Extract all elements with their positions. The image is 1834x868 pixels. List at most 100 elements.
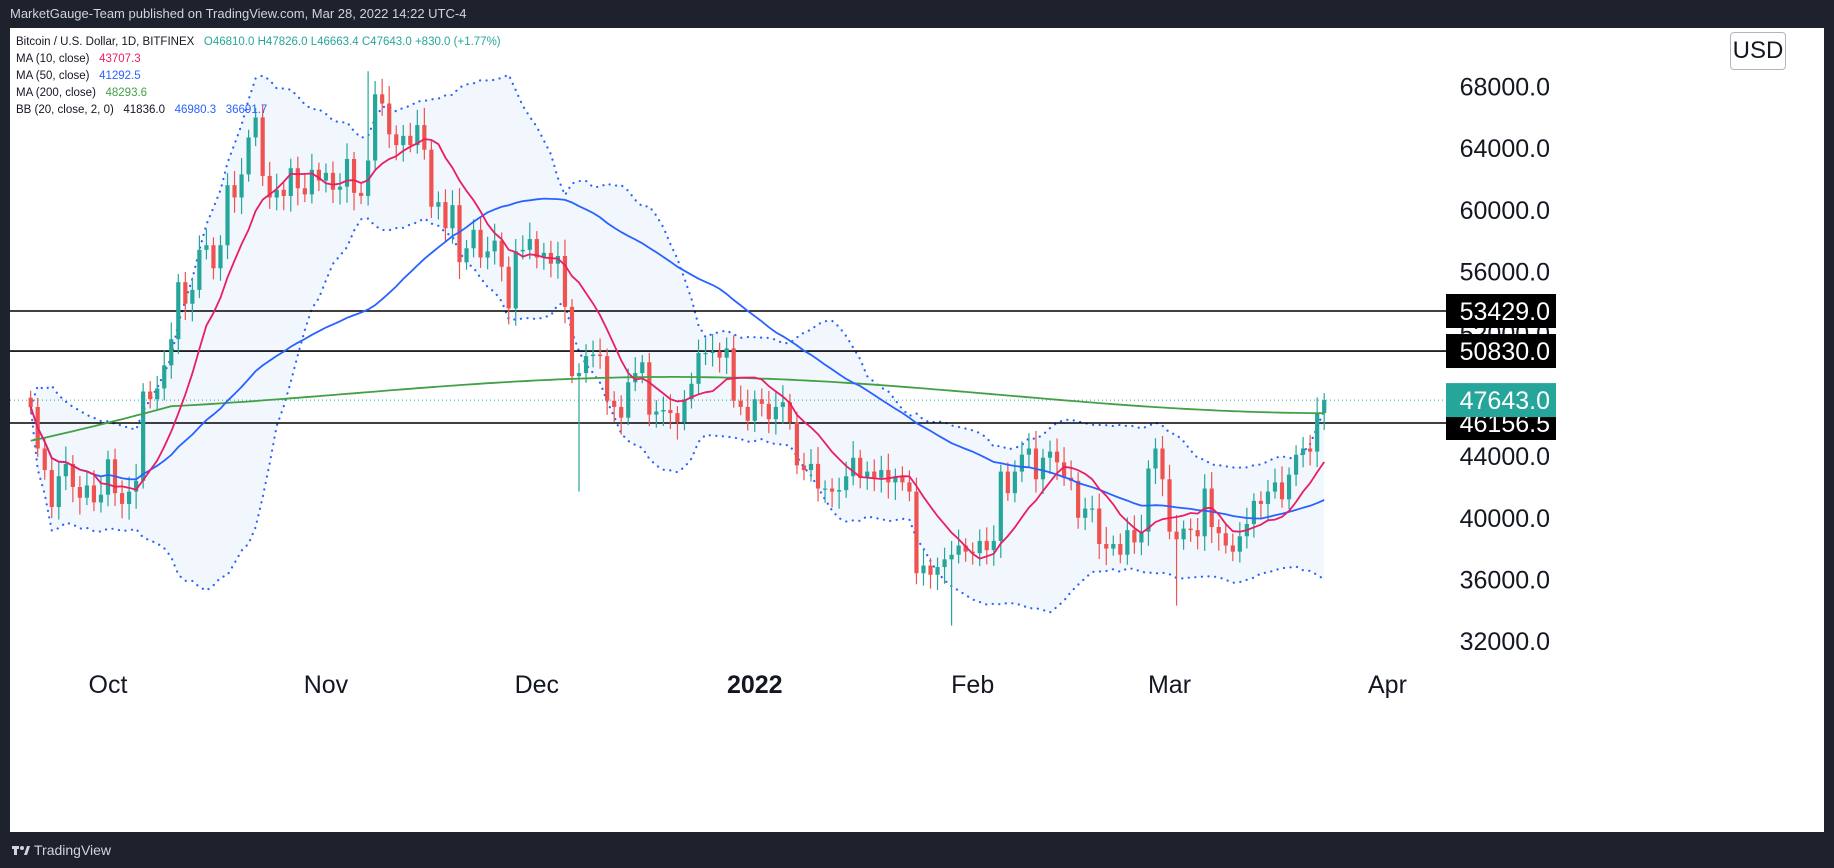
candle-body[interactable]	[408, 135, 413, 146]
candle-body[interactable]	[63, 463, 68, 477]
candle-body[interactable]	[436, 202, 441, 207]
candle-body[interactable]	[155, 388, 160, 400]
candle-body[interactable]	[851, 457, 856, 477]
candle-body[interactable]	[1251, 500, 1256, 524]
candle-body[interactable]	[513, 251, 518, 309]
candle-body[interactable]	[1258, 500, 1264, 504]
candle-body[interactable]	[935, 567, 940, 575]
candle-body[interactable]	[49, 470, 54, 508]
candle-body[interactable]	[1125, 530, 1130, 555]
candle-body[interactable]	[583, 356, 589, 374]
candle-body[interactable]	[330, 172, 336, 190]
candle-body[interactable]	[808, 463, 814, 471]
candle-body[interactable]	[682, 399, 687, 423]
candle-body[interactable]	[794, 422, 800, 466]
candle-body[interactable]	[98, 494, 104, 503]
candle-body[interactable]	[569, 306, 575, 377]
candle-body[interactable]	[576, 373, 582, 377]
candle-body[interactable]	[232, 185, 237, 198]
candle-body[interactable]	[612, 400, 617, 407]
candle-body[interactable]	[1026, 448, 1032, 455]
candle-body[interactable]	[260, 117, 265, 176]
candle-body[interactable]	[506, 266, 511, 309]
candle-body[interactable]	[724, 348, 729, 358]
candle-body[interactable]	[387, 103, 392, 135]
candle-body[interactable]	[872, 471, 877, 478]
candle-body[interactable]	[141, 391, 146, 481]
candle-body[interactable]	[773, 406, 778, 420]
candle-body[interactable]	[77, 487, 82, 498]
candle-body[interactable]	[1111, 543, 1116, 549]
candle-body[interactable]	[323, 172, 329, 181]
candle-body[interactable]	[91, 485, 97, 503]
candle-body[interactable]	[1076, 480, 1081, 518]
candle-body[interactable]	[344, 158, 350, 187]
candle-body[interactable]	[661, 410, 666, 412]
candle-body[interactable]	[907, 482, 912, 492]
candle-body[interactable]	[963, 545, 968, 552]
candle-body[interactable]	[429, 149, 434, 207]
chart-panel[interactable]: 32000.036000.040000.044000.048000.052000…	[10, 28, 1824, 832]
candle-body[interactable]	[1230, 545, 1235, 552]
candle-body[interactable]	[197, 249, 202, 290]
candle-body[interactable]	[183, 282, 188, 304]
candle-body[interactable]	[1033, 448, 1039, 480]
candle-body[interactable]	[1146, 468, 1151, 532]
candle-body[interactable]	[689, 383, 694, 400]
candle-body[interactable]	[1019, 454, 1024, 472]
candle-body[interactable]	[443, 202, 448, 229]
candle-body[interactable]	[351, 158, 357, 193]
candle-body[interactable]	[401, 135, 406, 146]
candle-body[interactable]	[1315, 413, 1320, 452]
candle-body[interactable]	[1012, 471, 1017, 494]
candle-body[interactable]	[1160, 448, 1165, 480]
candle-body[interactable]	[647, 362, 652, 415]
candle-body[interactable]	[590, 354, 596, 357]
candle-body[interactable]	[1090, 508, 1095, 510]
candle-body[interactable]	[380, 94, 385, 104]
candle-body[interactable]	[148, 391, 153, 400]
candle-body[interactable]	[837, 490, 842, 492]
candle-body[interactable]	[710, 351, 715, 354]
candle-body[interactable]	[787, 402, 793, 423]
candle-body[interactable]	[1139, 531, 1144, 543]
candle-body[interactable]	[829, 488, 835, 492]
candle-body[interactable]	[759, 399, 764, 404]
candle-body[interactable]	[991, 540, 996, 551]
candle-body[interactable]	[70, 463, 75, 487]
candle-body[interactable]	[822, 488, 828, 490]
candle-body[interactable]	[190, 289, 195, 304]
candle-body[interactable]	[274, 189, 279, 198]
candle-body[interactable]	[1061, 462, 1067, 478]
candle-body[interactable]	[801, 465, 807, 471]
candle-body[interactable]	[42, 448, 47, 471]
candle-body[interactable]	[253, 117, 258, 138]
candle-body[interactable]	[422, 125, 427, 150]
candle-body[interactable]	[169, 339, 174, 366]
candle-body[interactable]	[668, 410, 673, 414]
candle-body[interactable]	[555, 256, 561, 264]
candle-body[interactable]	[295, 168, 300, 189]
candle-body[interactable]	[56, 476, 61, 508]
candle-body[interactable]	[1097, 508, 1102, 544]
candle-body[interactable]	[942, 559, 947, 568]
candle-body[interactable]	[752, 399, 757, 421]
candle-body[interactable]	[239, 174, 244, 198]
candle-body[interactable]	[675, 413, 680, 423]
candle-body[interactable]	[1237, 536, 1242, 552]
candle-body[interactable]	[1132, 530, 1137, 543]
candle-body[interactable]	[415, 125, 420, 146]
candle-body[interactable]	[134, 480, 139, 492]
candle-body[interactable]	[780, 402, 785, 407]
candle-body[interactable]	[119, 493, 125, 504]
candle-body[interactable]	[879, 470, 884, 478]
candle-body[interactable]	[204, 245, 209, 250]
candle-body[interactable]	[1279, 482, 1285, 500]
candle-body[interactable]	[84, 485, 90, 498]
candle-body[interactable]	[225, 185, 230, 246]
candle-body[interactable]	[281, 189, 286, 196]
candle-body[interactable]	[492, 240, 497, 252]
level-badge-0-box[interactable]	[1446, 293, 1556, 328]
candle-body[interactable]	[464, 248, 469, 263]
candle-body[interactable]	[358, 192, 364, 196]
